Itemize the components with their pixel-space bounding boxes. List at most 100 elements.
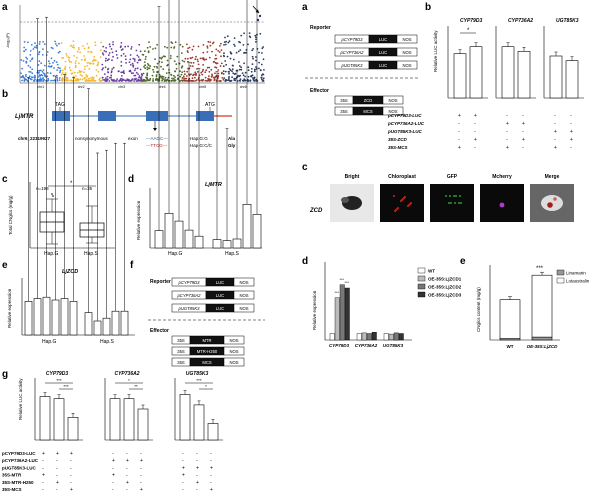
manhattan-point bbox=[152, 68, 154, 71]
luc-b-ylabel: Relative LUC activity bbox=[433, 30, 438, 72]
manhattan-point bbox=[132, 57, 135, 60]
manhattan-point bbox=[135, 78, 138, 80]
luc-g-charts: Relative LUC activity CYP79D3******CYP73… bbox=[2, 371, 223, 493]
manhattan-point bbox=[241, 72, 244, 74]
manhattan-point bbox=[130, 79, 133, 82]
manhattan-point bbox=[224, 36, 226, 39]
manhattan-point bbox=[84, 80, 87, 82]
manhattan-point bbox=[120, 42, 123, 44]
manhattan-point bbox=[190, 62, 193, 64]
zcd-bar bbox=[51, 299, 60, 336]
luc-g-row-label: pUGT85K3-LUC bbox=[2, 465, 37, 470]
manhattan-point bbox=[184, 79, 187, 82]
manhattan-point bbox=[102, 67, 104, 70]
luc-b-gene-title: CYP736A2 bbox=[508, 18, 533, 24]
manhattan-point bbox=[244, 71, 247, 74]
manhattan-point bbox=[20, 59, 23, 61]
manhattan-point bbox=[64, 65, 67, 68]
manhattan-point bbox=[25, 75, 27, 78]
manhattan-point bbox=[105, 47, 107, 49]
manhattan-point bbox=[209, 80, 212, 82]
luc-g-sign: - bbox=[70, 465, 72, 471]
luc-b-bar bbox=[501, 46, 515, 99]
manhattan-point bbox=[59, 50, 61, 53]
expr-oe-chart: Relative expression *********CYP79D3 CYP7… bbox=[312, 262, 462, 348]
manhattan-point bbox=[202, 44, 205, 46]
luc-b-bar bbox=[469, 46, 483, 99]
manhattan-point bbox=[191, 56, 194, 59]
manhattan-point bbox=[252, 77, 255, 79]
manhattan-point bbox=[220, 62, 223, 65]
manhattan-point bbox=[214, 66, 217, 69]
luc-g-sign: - bbox=[126, 465, 128, 471]
manhattan-point bbox=[64, 60, 67, 63]
manhattan-point bbox=[202, 78, 205, 81]
expr-zcd-group-s: Hap.S bbox=[100, 339, 115, 345]
manhattan-point bbox=[99, 77, 101, 80]
luc-g-sign: - bbox=[126, 473, 128, 479]
luc-b-sign: - bbox=[458, 121, 460, 127]
manhattan-point bbox=[115, 50, 118, 53]
microscopy-col-label: Bright bbox=[345, 174, 360, 180]
manhattan-point bbox=[234, 45, 236, 47]
manhattan-point bbox=[131, 62, 134, 65]
manhattan-point bbox=[82, 45, 84, 47]
manhattan-point bbox=[161, 77, 164, 80]
legend-swatch bbox=[417, 283, 426, 290]
manhattan-point bbox=[261, 78, 263, 81]
gfp-dot bbox=[455, 195, 457, 197]
manhattan-point bbox=[215, 75, 218, 78]
panel-label-g: g bbox=[2, 369, 8, 380]
manhattan-point bbox=[209, 78, 211, 81]
luc-b-sign: - bbox=[506, 113, 508, 119]
manhattan-point bbox=[229, 57, 232, 60]
eff-segment-label: NOS bbox=[229, 360, 238, 365]
manhattan-point bbox=[68, 60, 71, 63]
manhattan-point bbox=[165, 72, 168, 74]
manhattan-point bbox=[39, 77, 42, 80]
gene-model: LjMTR TAG ATG chr6_22319927 nonsynonymou… bbox=[15, 102, 236, 148]
manhattan-point bbox=[143, 61, 146, 63]
rep-segment-label: LUC bbox=[379, 37, 387, 42]
luc-g-sign: - bbox=[196, 451, 198, 457]
manhattan-point bbox=[64, 72, 67, 74]
manhattan-point bbox=[63, 67, 66, 70]
luc-b-sign: - bbox=[458, 129, 460, 135]
panel-label-b: b bbox=[2, 89, 8, 100]
luc-b-sign: + bbox=[458, 113, 461, 119]
manhattan-point bbox=[132, 72, 135, 74]
rep-segment-label: pCYP79D3 bbox=[178, 280, 201, 285]
merge-shape bbox=[541, 195, 563, 211]
zcd-bar bbox=[93, 320, 102, 336]
manhattan-xtick: chr5 bbox=[199, 85, 206, 89]
manhattan-point bbox=[62, 57, 65, 59]
microscopy-col-label: Chloroplast bbox=[388, 174, 416, 180]
manhattan-point bbox=[23, 77, 26, 80]
rep-segment bbox=[396, 34, 418, 44]
manhattan-point bbox=[251, 55, 254, 58]
manhattan-point bbox=[200, 71, 203, 74]
manhattan-point bbox=[260, 76, 263, 79]
manhattan-point bbox=[153, 65, 156, 68]
luc-b-sign: + bbox=[506, 121, 509, 127]
manhattan-point bbox=[100, 80, 102, 82]
rep-segment bbox=[233, 303, 255, 313]
eff-segment-label: NOS bbox=[229, 349, 238, 354]
manhattan-point bbox=[254, 34, 257, 37]
manhattan-point bbox=[205, 79, 208, 82]
manhattan-point bbox=[155, 75, 158, 78]
manhattan-point bbox=[86, 43, 89, 45]
rep-segment-label: pUGT85K3 bbox=[178, 306, 201, 311]
expr-zcd-ylabel: Relative expression bbox=[7, 288, 12, 328]
manhattan-point bbox=[247, 80, 250, 82]
manhattan-point bbox=[213, 78, 216, 81]
manhattan-point bbox=[190, 80, 193, 82]
manhattan-point bbox=[262, 58, 265, 61]
hap-g-sequence: ---AAGC--- bbox=[146, 136, 168, 141]
manhattan-point bbox=[148, 67, 151, 70]
luc-g-bar bbox=[67, 416, 79, 441]
manhattan-point bbox=[105, 79, 108, 81]
luc-g-sign: - bbox=[182, 458, 184, 464]
manhattan-point bbox=[229, 51, 232, 53]
manhattan-point bbox=[105, 57, 107, 60]
